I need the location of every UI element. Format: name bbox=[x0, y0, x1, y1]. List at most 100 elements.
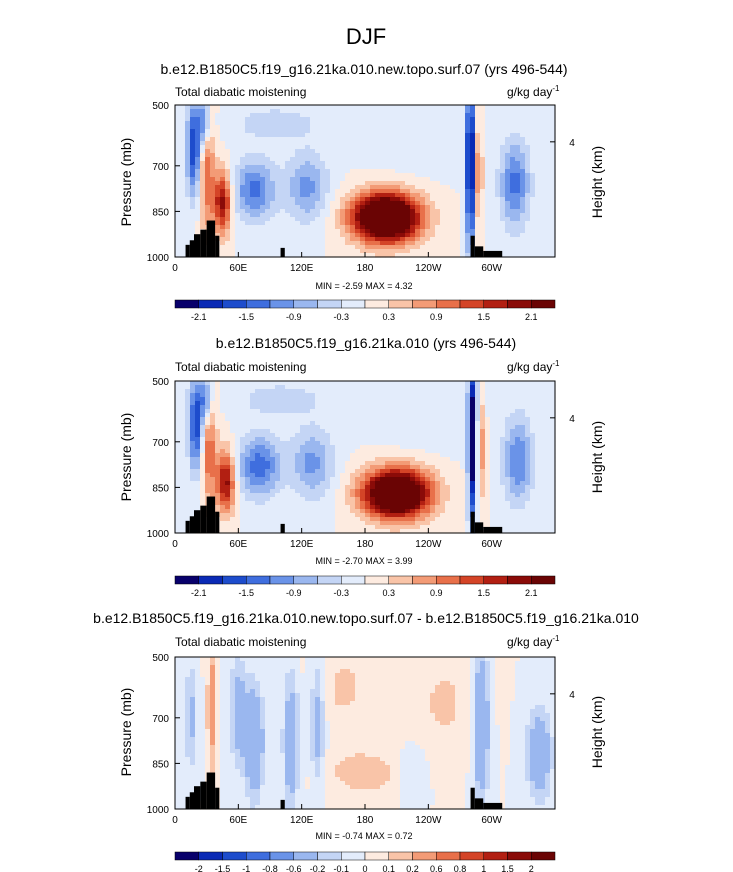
contour-cell bbox=[440, 477, 446, 482]
contour-cell bbox=[540, 469, 546, 474]
contour-cell bbox=[180, 137, 186, 142]
contour-cell bbox=[320, 441, 326, 446]
contour-cell bbox=[365, 461, 371, 466]
contour-cell bbox=[510, 177, 516, 182]
contour-cell bbox=[415, 425, 421, 430]
contour-cell bbox=[270, 449, 276, 454]
contour-cell bbox=[420, 105, 426, 110]
contour-cell bbox=[235, 149, 241, 154]
contour-cell bbox=[335, 473, 341, 478]
contour-cell bbox=[380, 217, 386, 222]
contour-cell bbox=[205, 453, 211, 458]
contour-cell bbox=[505, 437, 511, 442]
contour-cell bbox=[495, 213, 501, 218]
contour-cell bbox=[210, 433, 216, 438]
contour-cell bbox=[465, 389, 471, 394]
contour-cell bbox=[175, 121, 181, 126]
contour-cell bbox=[330, 401, 336, 406]
contour-cell bbox=[220, 405, 226, 410]
contour-cell bbox=[320, 481, 326, 486]
contour-cell bbox=[520, 229, 526, 234]
contour-cell bbox=[335, 405, 341, 410]
contour-cell bbox=[525, 233, 531, 238]
contour-cell bbox=[425, 481, 431, 486]
contour-cell bbox=[270, 161, 276, 166]
contour-cell bbox=[290, 453, 296, 458]
contour-cell bbox=[230, 229, 236, 234]
contour-cell bbox=[370, 197, 376, 202]
colorbar-box bbox=[388, 299, 413, 309]
contour-cell bbox=[520, 249, 526, 254]
contour-cell bbox=[500, 393, 506, 398]
contour-cell bbox=[310, 253, 316, 258]
contour-cell bbox=[335, 129, 341, 134]
contour-cell bbox=[260, 133, 266, 138]
contour-cell bbox=[460, 381, 466, 386]
contour-cell bbox=[420, 161, 426, 166]
contour-cell bbox=[310, 157, 316, 162]
contour-cell bbox=[435, 457, 441, 462]
contour-cell bbox=[430, 173, 436, 178]
contour-cell bbox=[220, 165, 226, 170]
contour-cell bbox=[235, 221, 241, 226]
contour-cell bbox=[460, 465, 466, 470]
contour-cell bbox=[425, 425, 431, 430]
contour-cell bbox=[490, 217, 496, 222]
contour-cell bbox=[485, 241, 491, 246]
contour-cell bbox=[495, 129, 501, 134]
contour-cell bbox=[270, 437, 276, 442]
contour-cell bbox=[345, 149, 351, 154]
contour-cell bbox=[550, 441, 556, 446]
contour-cell bbox=[185, 417, 191, 422]
contour-cell bbox=[420, 469, 426, 474]
contour-cell bbox=[325, 221, 331, 226]
contour-cell bbox=[405, 121, 411, 126]
contour-cell bbox=[540, 453, 546, 458]
contour-cell bbox=[430, 485, 436, 490]
contour-cell bbox=[500, 173, 506, 178]
contour-cell bbox=[480, 437, 486, 442]
contour-cell bbox=[185, 241, 191, 246]
contour-cell bbox=[265, 401, 271, 406]
contour-cell bbox=[410, 465, 416, 470]
contour-cell bbox=[325, 173, 331, 178]
contour-cell bbox=[485, 233, 491, 238]
contour-cell bbox=[270, 109, 276, 114]
contour-cell bbox=[370, 405, 376, 410]
contour-cell bbox=[415, 173, 421, 178]
contour-cell bbox=[200, 449, 206, 454]
contour-cell bbox=[245, 125, 251, 130]
contour-cell bbox=[360, 185, 366, 190]
contour-cell bbox=[455, 157, 461, 162]
contour-cell bbox=[315, 117, 321, 122]
contour-cell bbox=[505, 433, 511, 438]
contour-cell bbox=[340, 421, 346, 426]
contour-cell bbox=[350, 109, 356, 114]
contour-cell bbox=[525, 189, 531, 194]
contour-cell bbox=[295, 429, 301, 434]
contour-cell bbox=[445, 473, 451, 478]
contour-cell bbox=[380, 125, 386, 130]
contour-cell bbox=[375, 121, 381, 126]
contour-cell bbox=[235, 449, 241, 454]
contour-cell bbox=[510, 449, 516, 454]
contour-cell bbox=[280, 217, 286, 222]
contour-cell bbox=[225, 237, 231, 242]
contour-cell bbox=[325, 473, 331, 478]
contour-cell bbox=[235, 465, 241, 470]
contour-cell bbox=[270, 177, 276, 182]
contour-cell bbox=[515, 397, 521, 402]
contour-cell bbox=[485, 149, 491, 154]
contour-cell bbox=[475, 157, 481, 162]
contour-cell bbox=[395, 241, 401, 246]
contour-cell bbox=[380, 177, 386, 182]
contour-cell bbox=[295, 113, 301, 118]
contour-cell bbox=[265, 209, 271, 214]
contour-cell bbox=[300, 241, 306, 246]
contour-cell bbox=[330, 105, 336, 110]
contour-cell bbox=[480, 133, 486, 138]
contour-cell bbox=[175, 117, 181, 122]
contour-cell bbox=[535, 445, 541, 450]
contour-cell bbox=[280, 405, 286, 410]
contour-cell bbox=[270, 409, 276, 414]
